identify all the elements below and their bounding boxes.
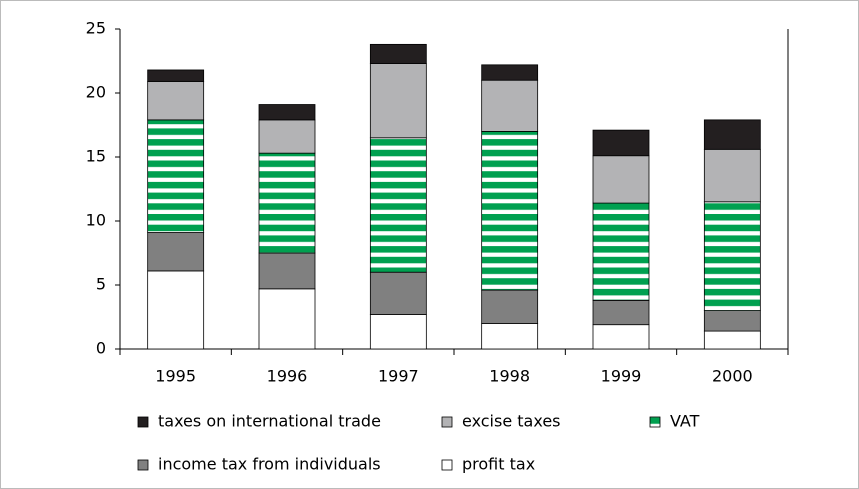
bar-segment (369, 137, 427, 273)
x-tick-label: 1996 (267, 367, 308, 386)
bar-segment (147, 81, 205, 121)
bar-segment (592, 299, 650, 326)
legend-marker (441, 416, 453, 428)
bar-segment (703, 201, 761, 312)
legend-marker (649, 416, 661, 428)
y-tick-label: 10 (86, 211, 106, 230)
x-tick-label: 1998 (489, 367, 530, 386)
y-tick-label: 15 (86, 147, 106, 166)
bar-segment (481, 289, 539, 324)
bar-segment (592, 155, 650, 204)
bar-segment (592, 202, 650, 301)
bar-segment (147, 232, 205, 272)
y-tick-label: 5 (96, 275, 106, 294)
x-tick-label: 1997 (378, 367, 419, 386)
bar-segment (258, 288, 316, 350)
bar-segment (258, 119, 316, 154)
legend-label: income tax from individuals (158, 455, 381, 474)
legend-marker (137, 416, 149, 428)
bar-segment (147, 119, 205, 233)
bar-segment (703, 148, 761, 203)
bar-segment (703, 119, 761, 150)
bar-segment (481, 322, 539, 350)
legend-label: excise taxes (462, 412, 561, 431)
bar-segment (481, 64, 539, 81)
bar-segment (703, 330, 761, 350)
y-tick-label: 20 (86, 83, 106, 102)
bar-segment (258, 152, 316, 254)
bar-segment (369, 314, 427, 350)
y-tick-label: 25 (86, 19, 106, 38)
y-tick-label: 0 (96, 339, 106, 358)
legend-label: taxes on international trade (158, 412, 381, 431)
bar-segment (481, 79, 539, 132)
x-tick-label: 1999 (601, 367, 642, 386)
bar-segment (258, 252, 316, 290)
bar-segment (481, 130, 539, 291)
x-tick-label: 1995 (155, 367, 196, 386)
bar-segment (703, 310, 761, 332)
bar-segment (592, 129, 650, 157)
legend-label: VAT (670, 412, 700, 431)
x-tick-label: 2000 (712, 367, 753, 386)
bar-segment (369, 271, 427, 315)
bar-segment (592, 324, 650, 350)
bar-segment (147, 69, 205, 82)
legend-marker (441, 459, 453, 471)
legend-label: profit tax (462, 455, 535, 474)
bar-segment (147, 270, 205, 350)
bar-segment (258, 104, 316, 121)
bar-segment (369, 63, 427, 139)
bar-segment (369, 43, 427, 64)
legend-marker (137, 459, 149, 471)
